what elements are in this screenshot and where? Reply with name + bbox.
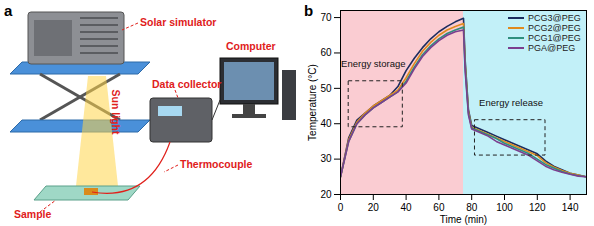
svg-text:140: 140: [562, 202, 579, 213]
svg-text:0: 0: [338, 202, 344, 213]
svg-text:50: 50: [320, 83, 332, 94]
html-text:PCG2@PEG: PCG2@PEG: [528, 23, 581, 33]
svg-text:30: 30: [320, 153, 332, 164]
svg-text:Sun light: Sun light: [110, 90, 122, 135]
svg-text:Data collector: Data collector: [152, 78, 221, 90]
svg-text:60: 60: [320, 47, 332, 58]
svg-text:Solar simulator: Solar simulator: [140, 16, 216, 28]
svg-text:Time (min): Time (min): [440, 214, 487, 225]
svg-text:40: 40: [401, 202, 413, 213]
svg-text:40: 40: [320, 118, 332, 129]
html-text:PCG1@PEG: PCG1@PEG: [528, 33, 581, 43]
svg-text:Thermocouple: Thermocouple: [180, 158, 253, 170]
svg-text:Temperature (°C): Temperature (°C): [307, 64, 318, 141]
html-text:a: a: [4, 2, 13, 19]
svg-text:120: 120: [529, 202, 546, 213]
html-text:PCG3@PEG: PCG3@PEG: [528, 13, 581, 23]
svg-text:20: 20: [320, 189, 332, 200]
svg-text:Energy release: Energy release: [479, 97, 543, 108]
svg-text:60: 60: [433, 202, 445, 213]
html-text:PGA@PEG: PGA@PEG: [528, 43, 576, 53]
svg-text:Computer: Computer: [226, 40, 276, 52]
svg-text:Sample: Sample: [14, 208, 52, 220]
svg-text:20: 20: [368, 202, 380, 213]
html-text:b: b: [304, 2, 314, 19]
svg-text:80: 80: [466, 202, 478, 213]
svg-text:70: 70: [320, 12, 332, 23]
svg-text:100: 100: [496, 202, 513, 213]
svg-text:Energy storage: Energy storage: [341, 58, 405, 69]
